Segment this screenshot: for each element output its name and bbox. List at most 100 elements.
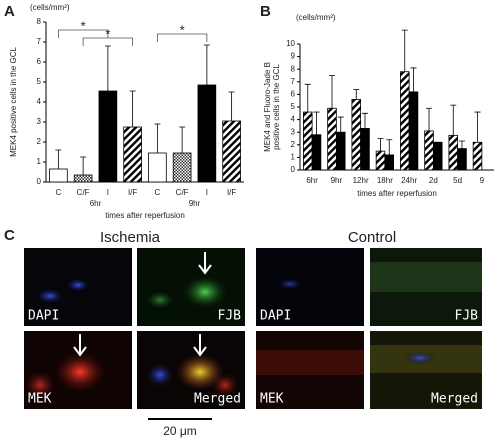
- bar: [432, 141, 443, 171]
- y-tick-label: 5: [37, 77, 42, 86]
- nucleus: [277, 278, 303, 290]
- error-bar: [55, 149, 62, 169]
- arrow: [193, 334, 207, 357]
- significance-marker: *: [180, 22, 185, 37]
- group-label: 6hr: [90, 199, 102, 208]
- bar: [399, 71, 410, 171]
- nucleus: [404, 352, 436, 364]
- panel-label: C: [4, 227, 15, 244]
- error-bar: [203, 44, 210, 85]
- significance-marker: *: [105, 26, 110, 41]
- y-tick-label: 5: [291, 102, 296, 111]
- error-bar: [386, 139, 393, 155]
- signal: [211, 373, 239, 397]
- signal: [146, 363, 174, 387]
- x-tick-label: I/F: [227, 188, 236, 197]
- error-bar: [104, 45, 111, 91]
- y-tick-label: 4: [291, 115, 296, 124]
- arrow: [73, 334, 87, 357]
- panel-label: B: [260, 3, 271, 20]
- error-bar: [80, 156, 87, 175]
- panel-label: A: [4, 3, 15, 20]
- scale-bar-label: 20 μm: [163, 424, 197, 438]
- bar: [375, 150, 386, 171]
- bar: [98, 90, 118, 183]
- bar: [73, 174, 93, 183]
- signal: [183, 276, 227, 308]
- x-tick-label: C/F: [77, 188, 90, 197]
- nucleus: [36, 288, 64, 304]
- condition-label: Ischemia: [100, 229, 161, 246]
- y-tick-label: 9: [291, 52, 296, 61]
- signal: [146, 291, 174, 309]
- condition-label: Control: [348, 229, 396, 246]
- y-tick-label: 7: [37, 37, 42, 46]
- error-bar: [329, 75, 336, 109]
- channel-label: Merged: [431, 392, 478, 407]
- channel-label: MEK: [28, 392, 52, 407]
- arrow: [198, 252, 212, 275]
- x-tick-label: 5d: [453, 176, 462, 185]
- error-bar: [154, 123, 161, 153]
- significance-bracket: [57, 29, 109, 38]
- channel-label: Merged: [194, 392, 241, 407]
- channel-label: FJB: [455, 309, 479, 324]
- bar: [148, 152, 167, 183]
- y-axis-label: MEK4 positive cells in the GCL: [9, 47, 18, 157]
- y-tick-label: 8: [291, 64, 296, 73]
- significance-marker: *: [81, 18, 86, 33]
- bar: [335, 131, 346, 171]
- error-bar: [361, 112, 368, 129]
- bar: [302, 111, 313, 171]
- x-tick-label: 9hr: [331, 176, 343, 185]
- bar: [172, 152, 192, 183]
- bar: [351, 99, 362, 171]
- y-tick-label: 1: [37, 157, 42, 166]
- y-tick-label: 1: [291, 153, 296, 162]
- y-tick-label: 8: [37, 17, 42, 26]
- nucleus: [66, 278, 90, 292]
- y-tick-label: 2: [37, 137, 42, 146]
- y-unit: (cells/mm²): [30, 3, 70, 12]
- y-tick-label: 7: [291, 77, 296, 86]
- y-tick-label: 2: [291, 140, 296, 149]
- error-bar: [313, 111, 320, 135]
- x-axis-label: times after reperfusion: [105, 211, 185, 220]
- x-axis-label: times after reperfusion: [357, 189, 437, 198]
- error-bar: [458, 140, 465, 149]
- error-bar: [410, 67, 417, 92]
- bar: [123, 126, 142, 183]
- signal: [370, 262, 482, 292]
- y-tick-label: 10: [286, 39, 295, 48]
- x-tick-label: 9: [480, 176, 485, 185]
- bar: [448, 134, 459, 171]
- x-tick-label: I: [107, 188, 109, 197]
- error-bar: [304, 83, 311, 113]
- signal: [24, 371, 56, 399]
- channel-label: MEK: [260, 392, 284, 407]
- error-bar: [377, 138, 384, 152]
- significance-bracket: [82, 37, 134, 46]
- bar: [197, 84, 217, 183]
- channel-label: FJB: [218, 309, 242, 324]
- y-tick-label: 0: [291, 165, 296, 174]
- bar: [49, 168, 68, 183]
- bar: [311, 134, 322, 171]
- y-tick-label: 0: [37, 177, 42, 186]
- y-tick-label: 6: [291, 90, 296, 99]
- x-tick-label: C: [55, 188, 61, 197]
- error-bar: [353, 88, 360, 100]
- y-tick-label: 4: [37, 97, 42, 106]
- group-label: 9hr: [189, 199, 201, 208]
- x-tick-label: C/F: [176, 188, 189, 197]
- x-tick-label: 6hr: [306, 176, 318, 185]
- y-axis-label: positive cells in the GCL: [272, 64, 281, 150]
- x-tick-label: 24hr: [401, 176, 417, 185]
- error-bar: [337, 116, 344, 133]
- x-tick-label: 2d: [429, 176, 438, 185]
- channel-label: DAPI: [28, 309, 59, 324]
- error-bar: [179, 126, 186, 153]
- error-bar: [228, 91, 235, 121]
- y-unit: (cells/mm²): [296, 13, 336, 22]
